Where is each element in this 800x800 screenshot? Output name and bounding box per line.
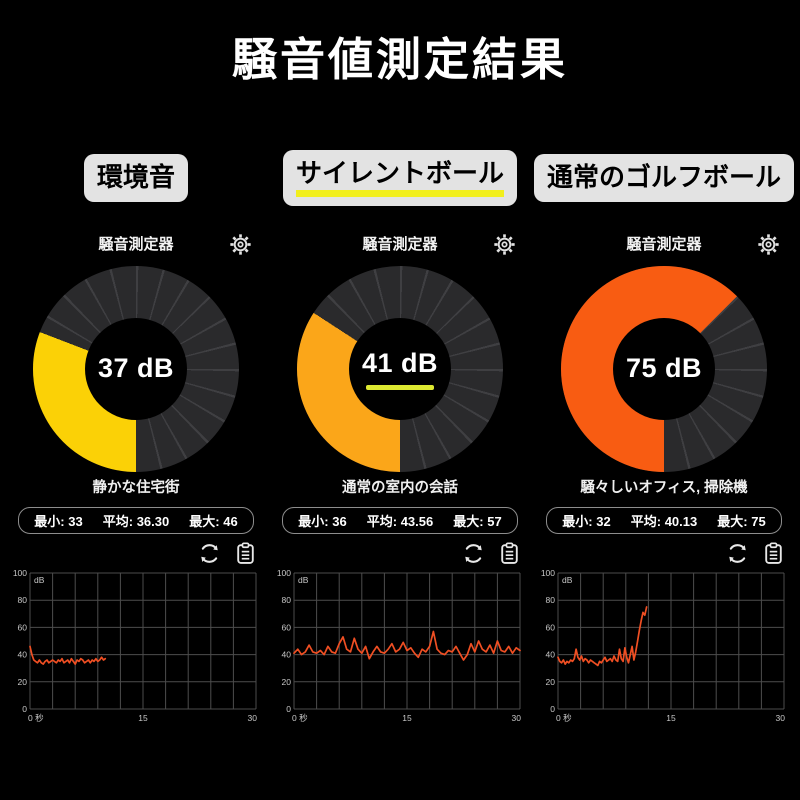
chart-toolbar	[272, 541, 522, 566]
svg-text:15: 15	[138, 713, 148, 723]
svg-text:30: 30	[776, 713, 786, 723]
svg-text:0 秒: 0 秒	[292, 713, 308, 723]
stats-pill: 最小: 32 平均: 40.13 最大: 75	[546, 506, 782, 534]
refresh-icon[interactable]	[197, 541, 222, 566]
gauge-center: 37 dB	[85, 317, 187, 420]
clipboard-icon[interactable]	[761, 541, 786, 566]
chart-toolbar	[536, 541, 786, 566]
app-title: 騒音測定器	[362, 235, 438, 253]
column-label-silent-ball: サイレントボール	[282, 149, 517, 206]
noise-level-description: 静かな住宅街	[92, 479, 180, 496]
stat-max: 最大: 75	[717, 513, 766, 529]
svg-text:60: 60	[18, 622, 28, 632]
svg-text:80: 80	[18, 595, 28, 605]
noise-history-chart-svg: 100 80 60 40 20 0 dB 0 秒 15 30	[13, 568, 258, 723]
svg-text:0: 0	[286, 704, 291, 714]
svg-text:100: 100	[277, 568, 291, 578]
column-label-text: サイレントボール	[295, 158, 504, 197]
gauge-center: 75 dB	[613, 317, 715, 420]
svg-text:60: 60	[546, 622, 556, 632]
noise-history-chart: 100 80 60 40 20 0 dB 0 秒 15 30	[8, 567, 264, 725]
settings-gear-icon[interactable]	[757, 233, 780, 256]
app-header: 騒音測定器	[536, 232, 792, 258]
db-value-underline	[366, 384, 434, 390]
svg-text:0 秒: 0 秒	[556, 713, 572, 723]
stat-avg: 平均: 40.13	[630, 513, 698, 529]
stat-avg: 平均: 43.56	[366, 513, 434, 529]
column-label-normal-golf-ball: 通常のゴルフボール	[534, 153, 795, 202]
db-value: 41 dB	[361, 347, 439, 378]
svg-text:0: 0	[22, 704, 27, 714]
db-value: 75 dB	[625, 353, 703, 384]
chart-toolbar	[8, 541, 258, 566]
stats-pill: 最小: 33 平均: 36.30 最大: 46	[18, 506, 254, 534]
page-title: 騒音値測定結果	[231, 34, 568, 85]
stat-max: 最大: 57	[453, 513, 502, 529]
column-label-text: 通常のゴルフボール	[547, 161, 782, 192]
svg-text:20: 20	[18, 676, 28, 686]
noise-history-chart-svg: 100 80 60 40 20 0 dB 0 秒 15 30	[277, 568, 522, 723]
gauge-center: 41 dB	[349, 317, 451, 420]
noise-level-description: 通常の室内の会話	[342, 479, 458, 496]
svg-text:100: 100	[541, 568, 555, 578]
clipboard-icon[interactable]	[233, 541, 258, 566]
svg-text:20: 20	[546, 676, 556, 686]
svg-text:15: 15	[666, 713, 676, 723]
column-label-ambient: 環境音	[83, 153, 188, 202]
clipboard-icon[interactable]	[497, 541, 522, 566]
svg-text:dB: dB	[34, 575, 45, 585]
noise-level-description: 騒々しいオフィス, 掃除機	[580, 479, 748, 496]
app-title: 騒音測定器	[626, 235, 702, 253]
meter-panel-normal-golf-ball: 騒音測定器	[536, 232, 792, 725]
meter-panel-silent-ball: 騒音測定器	[272, 232, 528, 725]
noise-history-chart: 100 80 60 40 20 0 dB 0 秒 15 30	[536, 567, 792, 725]
stat-min: 最小: 32	[562, 513, 611, 529]
noise-history-chart-svg: 100 80 60 40 20 0 dB 0 秒 15 30	[541, 568, 786, 723]
svg-text:0: 0	[550, 704, 555, 714]
stats-pill: 最小: 36 平均: 43.56 最大: 57	[282, 506, 518, 534]
svg-text:0 秒: 0 秒	[28, 713, 44, 723]
svg-text:40: 40	[546, 649, 556, 659]
svg-text:dB: dB	[298, 575, 309, 585]
settings-gear-icon[interactable]	[493, 233, 516, 256]
stat-min: 最小: 33	[34, 513, 83, 529]
refresh-icon[interactable]	[725, 541, 750, 566]
app-header: 騒音測定器	[8, 232, 264, 258]
app-header: 騒音測定器	[272, 232, 528, 258]
app-title: 騒音測定器	[98, 235, 174, 253]
stat-min: 最小: 36	[298, 513, 347, 529]
refresh-icon[interactable]	[461, 541, 486, 566]
stat-max: 最大: 46	[189, 513, 238, 529]
meter-columns: 騒音測定器	[0, 232, 800, 725]
svg-text:100: 100	[13, 568, 27, 578]
svg-text:80: 80	[282, 595, 292, 605]
svg-text:30: 30	[248, 713, 258, 723]
stat-avg: 平均: 36.30	[102, 513, 170, 529]
label-chips-row: 環境音 サイレントボール 通常のゴルフボール	[0, 149, 800, 206]
meter-panel-ambient: 騒音測定器	[8, 232, 264, 725]
noise-history-chart: 100 80 60 40 20 0 dB 0 秒 15 30	[272, 567, 528, 725]
svg-text:30: 30	[512, 713, 522, 723]
svg-text:40: 40	[18, 649, 28, 659]
svg-text:60: 60	[282, 622, 292, 632]
settings-gear-icon[interactable]	[229, 233, 252, 256]
svg-text:15: 15	[402, 713, 412, 723]
svg-text:40: 40	[282, 649, 292, 659]
svg-text:dB: dB	[562, 575, 573, 585]
svg-text:20: 20	[282, 676, 292, 686]
noise-gauge: 41 dB	[297, 265, 503, 472]
noise-gauge: 75 dB	[561, 265, 767, 472]
column-label-text: 環境音	[96, 161, 175, 192]
svg-text:80: 80	[546, 595, 556, 605]
db-value: 37 dB	[97, 353, 175, 384]
noise-gauge: 37 dB	[33, 265, 239, 472]
